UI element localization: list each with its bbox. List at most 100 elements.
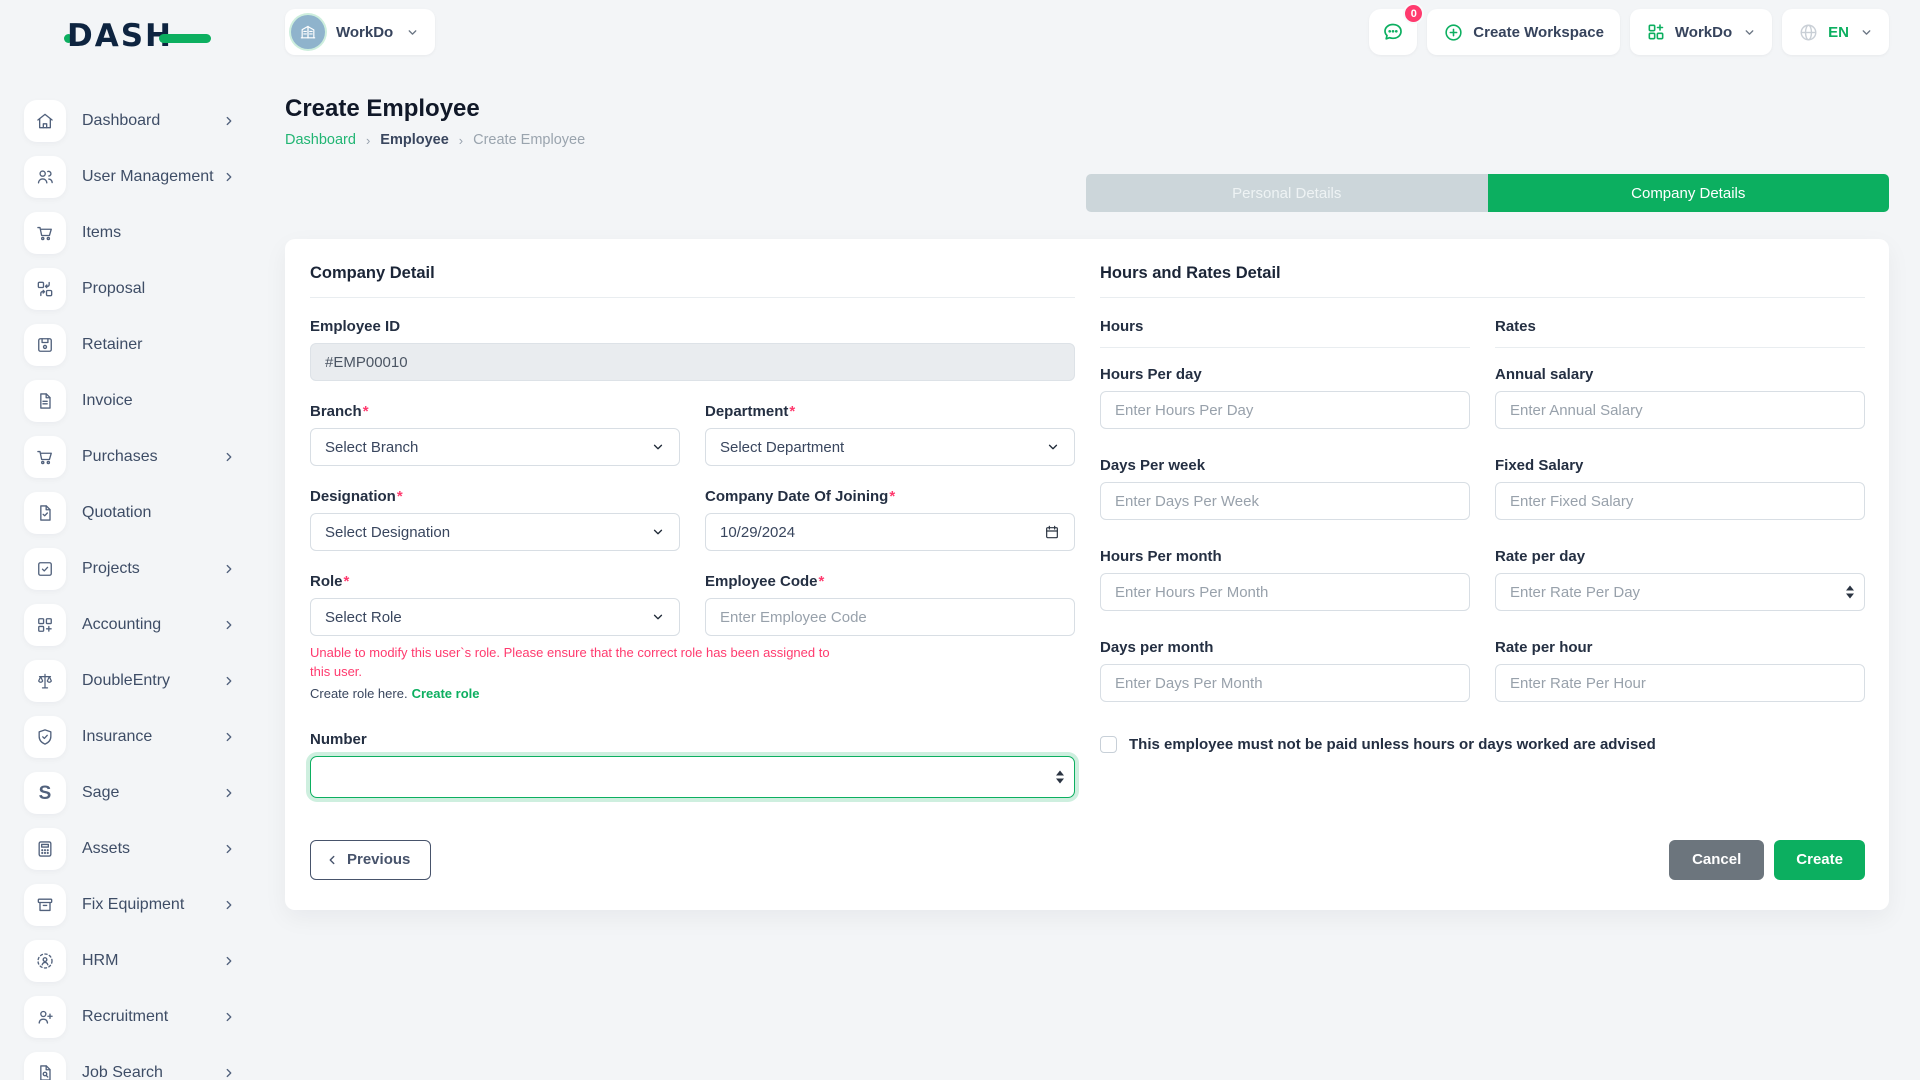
chevron-right-icon (226, 1012, 232, 1022)
chevron-left-icon (329, 855, 335, 864)
annual-salary-group: Annual salary (1495, 366, 1865, 429)
sidebar-item-sage[interactable]: S Sage (0, 765, 262, 821)
employee-code-input[interactable] (705, 598, 1075, 636)
sidebar-item-hrm[interactable]: HRM (0, 933, 262, 989)
sidebar-item-doubleentry[interactable]: DoubleEntry (0, 653, 262, 709)
hours-per-month-group: Hours Per month (1100, 548, 1470, 611)
sidebar-item-invoice[interactable]: Invoice (0, 373, 262, 429)
create-workspace-button[interactable]: Create Workspace (1427, 9, 1620, 55)
sidebar-item-recruitment[interactable]: Recruitment (0, 989, 262, 1045)
sidebar-item-dashboard[interactable]: Dashboard (0, 93, 262, 149)
sidebar-item-accounting[interactable]: Accounting (0, 597, 262, 653)
role-helper: Create role here. Create role (310, 685, 480, 701)
fixed-salary-label: Fixed Salary (1495, 457, 1584, 474)
days-per-week-input[interactable] (1100, 482, 1470, 520)
create-role-link[interactable]: Create role (411, 685, 480, 701)
cancel-button[interactable]: Cancel (1669, 839, 1765, 880)
main-content: Create Employee Dashboard › Employee › C… (285, 64, 1889, 940)
topbar-actions: 0 Create Workspace WorkDo EN (1369, 3, 1889, 55)
archive-box-icon (24, 884, 66, 926)
form-step-tabs: Personal Details Company Details (1086, 174, 1889, 212)
building-icon (300, 25, 316, 39)
role-label: Role (310, 573, 343, 590)
chevron-right-icon (226, 956, 232, 966)
sidebar-item-job-search[interactable]: Job Search (0, 1045, 262, 1080)
no-pay-checkbox[interactable] (1100, 736, 1117, 753)
breadcrumb-dashboard[interactable]: Dashboard (285, 132, 356, 148)
hours-rates-section: Hours and Rates Detail Hours Hours Per d… (1100, 264, 1865, 798)
hours-per-day-group: Hours Per day (1100, 366, 1470, 429)
topbar: DASH WorkDo 0 Create Workspace (0, 0, 1920, 64)
role-select[interactable]: Select Role (310, 598, 680, 636)
scales-icon (24, 660, 66, 702)
annual-salary-label: Annual salary (1495, 366, 1594, 383)
logo-dash-icon (159, 33, 211, 43)
required-mark: * (396, 488, 403, 505)
tab-personal-details[interactable]: Personal Details (1086, 174, 1488, 212)
annual-salary-input[interactable] (1495, 391, 1865, 429)
days-per-month-input[interactable] (1100, 664, 1470, 702)
no-pay-checkbox-label: This employee must not be paid unless ho… (1129, 736, 1656, 753)
rate-per-hour-input[interactable] (1495, 664, 1865, 702)
breadcrumb-separator: › (458, 132, 464, 148)
sidebar-item-items[interactable]: Items (0, 205, 262, 261)
tab-company-details[interactable]: Company Details (1487, 174, 1889, 212)
previous-button[interactable]: Previous (310, 839, 432, 880)
divider (1100, 347, 1470, 348)
chevron-right-icon (226, 620, 232, 630)
branch-select[interactable]: Select Branch (310, 428, 680, 466)
chevron-down-icon (1745, 29, 1754, 35)
hours-per-month-input[interactable] (1100, 573, 1470, 611)
rate-per-day-input[interactable] (1495, 573, 1865, 611)
create-button[interactable]: Create (1774, 839, 1865, 880)
hours-subheading: Hours (1100, 318, 1144, 335)
sidebar-item-purchases[interactable]: Purchases (0, 429, 262, 485)
sidebar-item-projects[interactable]: Projects (0, 541, 262, 597)
required-mark: * (789, 403, 796, 420)
sidebar-item-insurance[interactable]: Insurance (0, 709, 262, 765)
sidebar-item-quotation[interactable]: Quotation (0, 485, 262, 541)
divider (310, 297, 1075, 298)
divider (1100, 297, 1865, 298)
workspace-selector[interactable]: WorkDo (285, 9, 436, 55)
chevron-right-icon (226, 788, 232, 798)
department-label: Department (705, 403, 789, 420)
joining-date-group: Company Date Of Joining* 10/29/2024 (705, 488, 1075, 551)
fixed-salary-group: Fixed Salary (1495, 457, 1865, 520)
breadcrumb-employee[interactable]: Employee (380, 132, 449, 148)
employee-code-label: Employee Code (705, 573, 818, 590)
sidebar-item-retainer[interactable]: Retainer (0, 317, 262, 373)
chevron-right-icon (226, 900, 232, 910)
sidebar: Dashboard User Management Items Proposal… (0, 64, 262, 1080)
fixed-salary-input[interactable] (1495, 482, 1865, 520)
card-footer: Previous Cancel Create (310, 839, 1865, 880)
role-group: Role* Select Role (310, 573, 680, 636)
language-selector[interactable]: EN (1782, 9, 1889, 55)
number-spinner[interactable] (1056, 770, 1064, 784)
breadcrumb: Dashboard › Employee › Create Employee (285, 132, 1889, 148)
designation-group: Designation* Select Designation (310, 488, 680, 551)
hours-per-day-input[interactable] (1100, 391, 1470, 429)
globe-icon (1800, 24, 1817, 40)
sidebar-item-fix-equipment[interactable]: Fix Equipment (0, 877, 262, 933)
language-code: EN (1828, 23, 1849, 41)
sidebar-item-assets[interactable]: Assets (0, 821, 262, 877)
number-input[interactable] (310, 755, 1075, 798)
rate-per-day-spinner[interactable] (1846, 585, 1854, 599)
sidebar-item-proposal[interactable]: Proposal (0, 261, 262, 317)
shield-check-icon (24, 716, 66, 758)
app-logo[interactable]: DASH (64, 18, 211, 54)
designation-select[interactable]: Select Designation (310, 513, 680, 551)
app-switcher-button[interactable]: WorkDo (1629, 9, 1773, 55)
joining-date-input[interactable]: 10/29/2024 (705, 513, 1075, 551)
branch-label: Branch (310, 403, 362, 420)
file-search-icon (24, 1052, 66, 1080)
chevron-down-icon (408, 29, 417, 35)
hours-per-day-label: Hours Per day (1100, 366, 1202, 383)
rate-per-hour-label: Rate per hour (1495, 639, 1593, 656)
sidebar-item-user-management[interactable]: User Management (0, 149, 262, 205)
chevron-right-icon (226, 732, 232, 742)
users-icon (24, 156, 66, 198)
department-select[interactable]: Select Department (705, 428, 1075, 466)
messages-button[interactable]: 0 (1369, 3, 1425, 55)
